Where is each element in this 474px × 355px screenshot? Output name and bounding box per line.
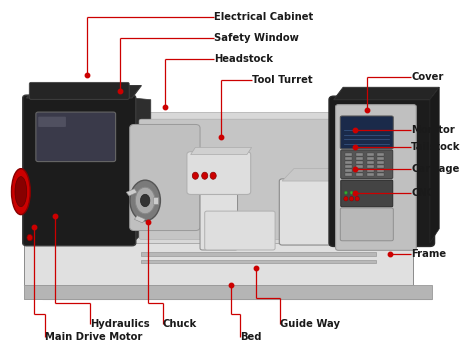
Polygon shape <box>334 87 439 100</box>
FancyBboxPatch shape <box>38 117 66 127</box>
Bar <box>345 153 352 156</box>
Bar <box>356 173 363 176</box>
Bar <box>366 157 374 160</box>
Bar <box>377 169 384 172</box>
FancyBboxPatch shape <box>130 125 200 230</box>
FancyBboxPatch shape <box>141 260 376 263</box>
FancyBboxPatch shape <box>341 150 393 179</box>
Polygon shape <box>282 169 343 181</box>
Bar <box>356 161 363 164</box>
Bar <box>126 189 137 196</box>
Ellipse shape <box>201 172 208 179</box>
Bar <box>345 169 352 172</box>
FancyBboxPatch shape <box>200 158 237 250</box>
Bar <box>356 169 363 172</box>
Ellipse shape <box>135 187 155 214</box>
Bar <box>377 161 384 164</box>
Bar <box>345 165 352 168</box>
Text: Safety Window: Safety Window <box>214 33 299 43</box>
Polygon shape <box>430 87 439 243</box>
Text: Chuck: Chuck <box>163 319 197 329</box>
Text: Frame: Frame <box>411 248 446 258</box>
FancyBboxPatch shape <box>134 112 346 243</box>
Bar <box>377 173 384 176</box>
Ellipse shape <box>140 194 150 207</box>
Text: Bed: Bed <box>240 332 261 342</box>
Bar <box>345 161 352 164</box>
FancyBboxPatch shape <box>340 208 393 241</box>
Bar <box>356 153 363 156</box>
Ellipse shape <box>210 172 216 179</box>
Text: Main Drive Motor: Main Drive Motor <box>45 332 143 342</box>
Text: Carriage: Carriage <box>411 164 459 174</box>
Bar <box>345 157 352 160</box>
Bar <box>377 157 384 160</box>
Polygon shape <box>27 86 141 98</box>
FancyBboxPatch shape <box>24 243 413 285</box>
FancyBboxPatch shape <box>341 180 393 207</box>
Bar <box>345 173 352 176</box>
Ellipse shape <box>130 180 160 221</box>
Ellipse shape <box>349 196 354 201</box>
Ellipse shape <box>344 196 348 201</box>
Bar <box>153 197 158 204</box>
FancyBboxPatch shape <box>187 152 251 195</box>
Bar <box>366 173 374 176</box>
FancyBboxPatch shape <box>336 105 416 250</box>
Text: Electrical Cabinet: Electrical Cabinet <box>214 12 313 22</box>
Polygon shape <box>191 147 252 154</box>
FancyBboxPatch shape <box>139 119 341 239</box>
Bar <box>134 215 146 223</box>
Bar <box>366 169 374 172</box>
FancyBboxPatch shape <box>329 96 435 246</box>
FancyBboxPatch shape <box>36 112 116 162</box>
FancyBboxPatch shape <box>279 179 334 245</box>
Text: Tailstock: Tailstock <box>411 142 461 152</box>
Bar <box>377 165 384 168</box>
Ellipse shape <box>15 177 27 207</box>
Bar <box>356 165 363 168</box>
Ellipse shape <box>355 196 359 201</box>
FancyBboxPatch shape <box>141 252 376 256</box>
Ellipse shape <box>192 172 199 179</box>
Text: Tool Turret: Tool Turret <box>252 75 312 85</box>
Polygon shape <box>132 98 151 243</box>
Bar <box>366 153 374 156</box>
FancyBboxPatch shape <box>340 116 393 149</box>
FancyBboxPatch shape <box>29 82 129 99</box>
FancyBboxPatch shape <box>205 211 275 250</box>
Ellipse shape <box>27 234 33 241</box>
Ellipse shape <box>11 169 30 215</box>
Text: Hydraulics: Hydraulics <box>90 319 149 329</box>
Text: CNC: CNC <box>411 189 434 198</box>
FancyBboxPatch shape <box>24 285 432 300</box>
FancyBboxPatch shape <box>23 95 136 246</box>
Ellipse shape <box>350 191 353 194</box>
Bar <box>366 161 374 164</box>
Polygon shape <box>24 285 432 300</box>
Text: Headstock: Headstock <box>214 54 273 64</box>
Text: Guide Way: Guide Way <box>280 319 340 329</box>
Bar <box>366 165 374 168</box>
Polygon shape <box>24 285 413 300</box>
Bar <box>356 157 363 160</box>
Ellipse shape <box>345 191 347 194</box>
Bar <box>377 153 384 156</box>
Text: Cover: Cover <box>411 72 444 82</box>
Text: Monitor: Monitor <box>411 125 455 135</box>
